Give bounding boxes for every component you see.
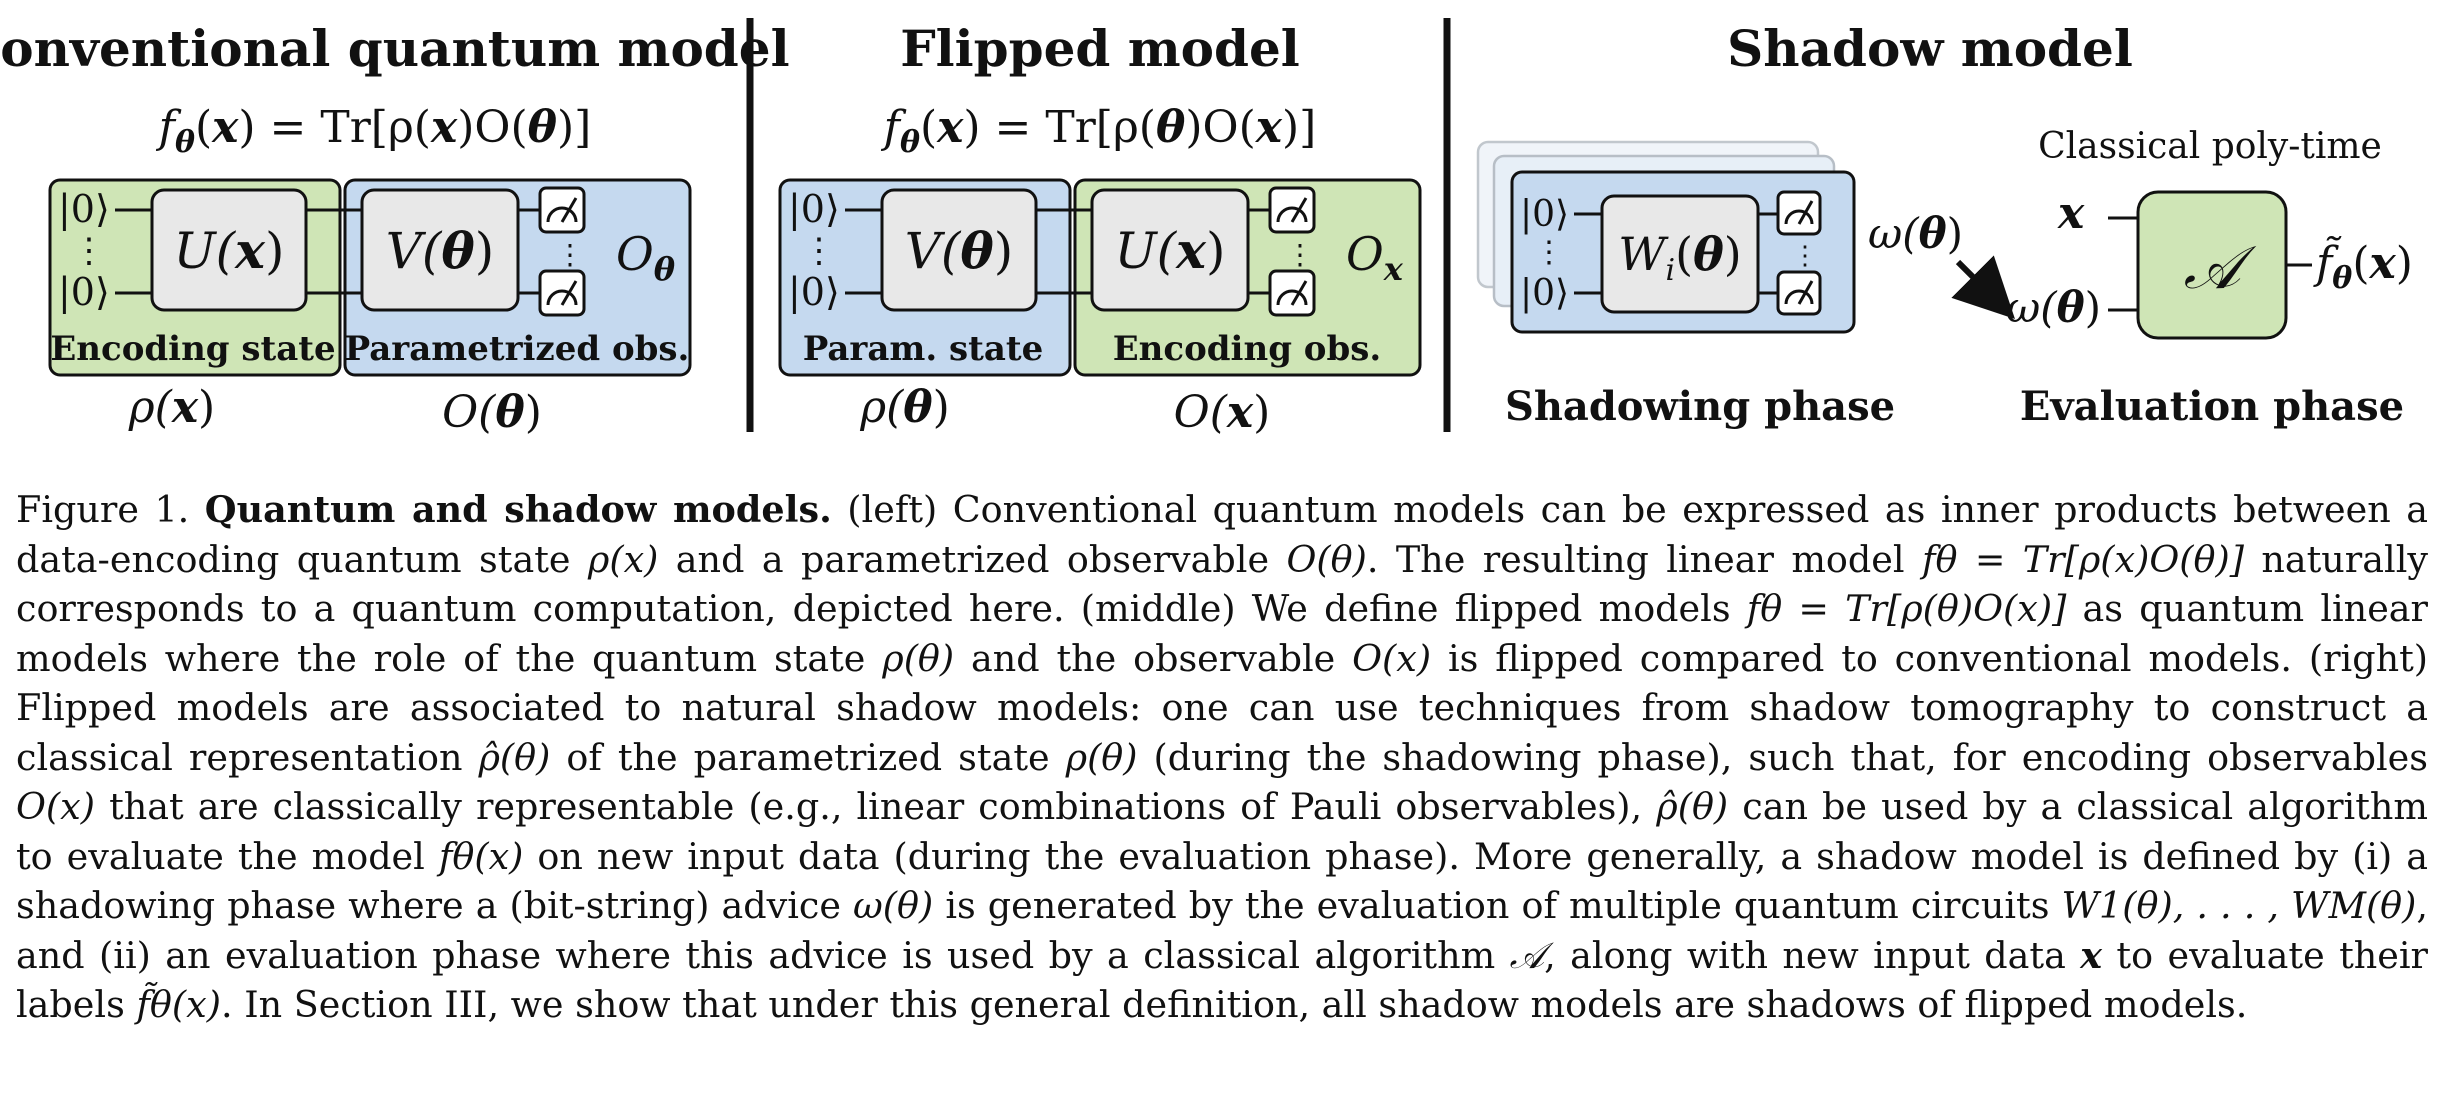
caption-math: O(θ) <box>1286 537 1367 581</box>
svg-text:Wi(θ): Wi(θ) <box>1618 227 1741 288</box>
evaluation-phase-label: Evaluation phase <box>2020 383 2404 430</box>
gate-u-x <box>1090 188 1250 312</box>
gate-v-theta <box>880 188 1038 312</box>
caption-math: fθ(x) <box>438 834 524 878</box>
svg-text:⋮: ⋮ <box>1534 235 1564 270</box>
advice-output: ω(θ) <box>1868 209 1963 258</box>
meter-icon <box>538 186 586 234</box>
caption-title: Quantum and shadow models. <box>204 488 832 531</box>
model-output: f̃θ(x) <box>2313 234 2413 296</box>
caption-text: . The resulting linear model <box>1366 537 1922 581</box>
caption-text: , and (ii) an evaluation phase where thi… <box>16 884 2429 977</box>
svg-text:⋮: ⋮ <box>802 231 836 271</box>
caption-text: is flipped compared to conventional mode… <box>16 636 2428 779</box>
caption-text: naturally corresponds to a quantum compu… <box>16 537 2428 631</box>
gate-w-i-theta <box>1600 194 1760 314</box>
figure-caption: Figure 1. Quantum and shadow models. (le… <box>16 485 2428 1030</box>
caption-paragraph: Figure 1. Quantum and shadow models. (le… <box>16 485 2428 1030</box>
ket-bottom: |0⟩ <box>58 270 110 314</box>
svg-text:U(x): U(x) <box>1115 221 1226 280</box>
parametrized-obs-label: Parametrized obs. <box>345 329 690 369</box>
o-theta-label: O(θ) <box>442 387 542 438</box>
shadowing-phase-label: Shadowing phase <box>1505 383 1895 430</box>
caption-text: . In Section III, we show that under thi… <box>220 983 2248 1026</box>
conventional-title: Conventional quantum model <box>0 19 790 78</box>
panel-conventional: Conventional quantum model fθ(x) = Tr[ρ(… <box>0 19 790 438</box>
caption-math: O(x) <box>1352 636 1432 680</box>
caption-text: and a parametrized observable <box>658 537 1287 581</box>
shadow-title: Shadow model <box>1727 19 2133 78</box>
panel-flipped: Flipped model fθ(x) = Tr[ρ(θ)O(x)] |0⟩ ⋮… <box>778 19 1422 438</box>
caption-math: fθ = Tr[ρ(x)O(θ)] <box>1921 537 2244 581</box>
rho-x-label: ρ(x) <box>128 382 215 433</box>
flipped-formula: fθ(x) = Tr[ρ(θ)O(x)] <box>881 102 1317 160</box>
svg-text:⋮: ⋮ <box>1286 238 1314 271</box>
figure-diagram: Conventional quantum model fθ(x) = Tr[ρ(… <box>0 18 2413 438</box>
svg-text:V(θ): V(θ) <box>386 221 495 280</box>
ket-top: |0⟩ <box>1520 194 1569 235</box>
caption-text: is generated by the evaluation of multip… <box>933 884 2062 927</box>
meter-icon <box>1268 186 1316 234</box>
input-x: x <box>2057 188 2085 239</box>
advice-input: ω(θ) <box>2006 283 2101 332</box>
encoding-state-label: Encoding state <box>50 329 335 369</box>
o-x-label: O(x) <box>1174 387 1271 438</box>
classical-note: Classical poly-time <box>2038 126 2382 167</box>
flipped-title: Flipped model <box>900 19 1300 78</box>
caption-text: to evaluate their labels <box>16 933 2428 1027</box>
caption-math: x <box>2080 933 2103 977</box>
caption-text: on new input data (during the evaluation… <box>16 834 2428 928</box>
caption-math: W1(θ), . . . , WM(θ) <box>2061 884 2417 927</box>
caption-math: O(x) <box>16 785 95 828</box>
caption-math: fθ = Tr[ρ(θ)O(x)] <box>1746 587 2067 630</box>
gate-v-theta <box>360 188 520 312</box>
meter-icon <box>1776 190 1822 236</box>
caption-text: as quantum linear models where the role … <box>16 587 2428 680</box>
obs-symbol-flipped: Ox <box>1346 227 1404 288</box>
meter-icon <box>1268 269 1316 317</box>
meter-icon <box>1776 270 1822 316</box>
gate-u-x <box>150 188 308 312</box>
svg-text:⋮: ⋮ <box>556 238 584 271</box>
caption-text: can be used by a classical algorithm to … <box>16 785 2428 878</box>
caption-text: (during the shadowing phase), such that,… <box>1137 735 2428 779</box>
caption-text: of the parametrized state <box>550 735 1066 779</box>
panel-shadow: Shadow model |0⟩ ⋮ |0⟩ Wi(θ) ⋮ ω <box>1476 19 2413 430</box>
ket-top: |0⟩ <box>58 187 110 231</box>
caption-text: that are classically representable (e.g.… <box>95 785 1657 828</box>
svg-text:⋮: ⋮ <box>1792 241 1818 271</box>
svg-text:U(x): U(x) <box>174 221 285 280</box>
encoding-obs-label: Encoding obs. <box>1113 329 1381 369</box>
figure-label: Figure 1. <box>16 488 190 531</box>
ket-dots: ⋮ <box>72 231 106 271</box>
ket-top: |0⟩ <box>788 187 840 231</box>
caption-math: ρ(θ) <box>882 636 955 680</box>
param-state-label: Param. state <box>803 329 1044 369</box>
advice-arrow <box>1951 255 2015 319</box>
meter-icon <box>538 269 586 317</box>
ket-bottom: |0⟩ <box>788 270 840 314</box>
caption-math: f̃θ(x) <box>136 983 221 1026</box>
caption-math: ρ̂(θ) <box>1656 785 1729 828</box>
ket-bottom: |0⟩ <box>1520 273 1569 314</box>
conventional-formula: fθ(x) = Tr[ρ(x)O(θ)] <box>156 102 592 160</box>
caption-text: , along with new input data <box>1544 933 2081 977</box>
caption-math: 𝒜 <box>1509 933 1545 977</box>
caption-math: ρ(θ) <box>1065 735 1138 779</box>
caption-math: ρ(x) <box>587 537 659 581</box>
caption-text: and the observable <box>954 636 1353 680</box>
obs-symbol-conventional: Oθ <box>616 227 676 288</box>
caption-math: ρ̂(θ) <box>478 735 551 779</box>
caption-text: (left) Conventional quantum models can b… <box>16 488 2428 581</box>
svg-text:V(θ): V(θ) <box>905 221 1014 280</box>
caption-math: ω(θ) <box>853 884 934 927</box>
rho-theta-label: ρ(θ) <box>859 382 950 433</box>
